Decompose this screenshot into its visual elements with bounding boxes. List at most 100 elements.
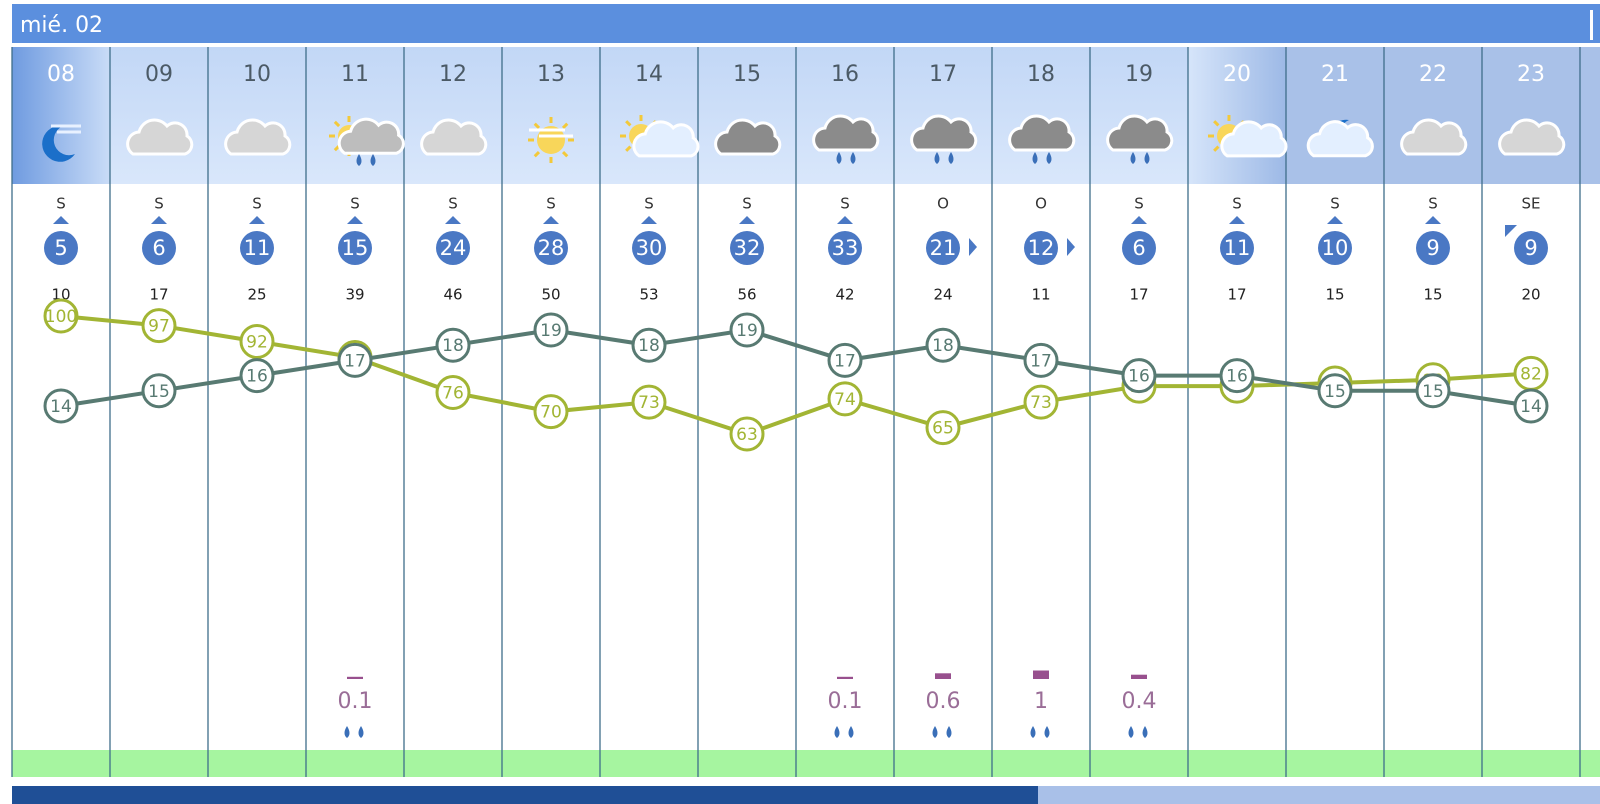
- wind-arrow: [1327, 216, 1343, 224]
- wind-direction: SE: [1522, 195, 1541, 213]
- cloud: [126, 118, 194, 156]
- rain-drop: [848, 726, 854, 738]
- hour-label: 16: [831, 62, 859, 87]
- wind-speed-marker: [1318, 231, 1352, 265]
- temperature-label: 14: [1520, 397, 1542, 417]
- sun-ray: [1213, 145, 1220, 152]
- hour-label: 12: [439, 62, 467, 87]
- moon: [42, 125, 75, 162]
- wind-speed: 5: [54, 236, 67, 260]
- sun: [537, 126, 565, 154]
- icon-cell: [1188, 47, 1286, 184]
- gust: 42: [835, 286, 854, 304]
- wind-direction: S: [154, 195, 164, 213]
- sun-ray: [625, 145, 632, 152]
- gust: 53: [639, 286, 658, 304]
- hour-label: 20: [1223, 62, 1251, 87]
- wind-arrow: [543, 216, 559, 224]
- sun-ray: [561, 150, 569, 158]
- wind-speed-marker: [240, 231, 274, 265]
- gust: 24: [933, 286, 952, 304]
- temperature-label: 17: [1030, 351, 1052, 371]
- gust: 15: [1325, 286, 1344, 304]
- scroll-thumb[interactable]: [12, 786, 1038, 804]
- hour-label: 22: [1419, 62, 1447, 87]
- wind-speed: 24: [440, 236, 467, 260]
- wind-arrow: [1131, 216, 1147, 224]
- humidity-point: [435, 375, 471, 411]
- wind-speed-marker: [632, 231, 666, 265]
- weather-icon: [420, 118, 488, 156]
- wind-direction: S: [840, 195, 850, 213]
- cloud: [224, 118, 292, 156]
- wind-speed-marker: [338, 231, 372, 265]
- sun-ray: [1213, 120, 1220, 127]
- weather-icon: [1498, 118, 1566, 156]
- wind-arrow: [1229, 216, 1245, 224]
- precip-bar: [837, 676, 853, 679]
- humidity-label: 70: [540, 403, 562, 423]
- temperature-label: 17: [834, 351, 856, 371]
- wind-direction: S: [644, 195, 654, 213]
- weather-icon: [126, 118, 194, 156]
- wind-arrow: [249, 216, 265, 224]
- temperature-point: [631, 327, 667, 363]
- cloud: [1106, 114, 1174, 152]
- wind-speed-marker: [926, 231, 960, 265]
- precip-value: 0.6: [926, 689, 961, 714]
- wind-speed-marker: [1122, 231, 1156, 265]
- humidity-label: 63: [736, 425, 758, 445]
- icon-cell: [1286, 47, 1384, 184]
- cloud: [420, 118, 488, 156]
- gust: 50: [541, 286, 560, 304]
- humidity-point: [239, 324, 275, 360]
- weather-icon: [42, 124, 81, 162]
- cloud: [812, 114, 880, 152]
- wind-direction: S: [742, 195, 752, 213]
- wind-arrow: [445, 216, 461, 224]
- gust: 46: [443, 286, 462, 304]
- temperature-label: 14: [50, 397, 72, 417]
- precip-icon: [1128, 726, 1148, 738]
- rain-drop: [850, 152, 856, 164]
- scroll-track[interactable]: [1038, 786, 1600, 804]
- temperature-point: [141, 373, 177, 409]
- rain-drop: [1046, 152, 1052, 164]
- humidity-point: [533, 394, 569, 430]
- hour-label: 17: [929, 62, 957, 87]
- wind-arrow: [1067, 238, 1075, 256]
- precip-icon: [834, 726, 854, 738]
- temperature-point: [729, 312, 765, 348]
- precip-value: 1: [1034, 689, 1048, 714]
- temperature-point: [435, 327, 471, 363]
- gust: 10: [51, 286, 70, 304]
- date-bar: [12, 4, 1600, 43]
- weather-icon: [1008, 114, 1076, 164]
- cloud: [1498, 118, 1566, 156]
- rain-drop: [932, 726, 938, 738]
- rain-drop: [1128, 726, 1134, 738]
- gust: 17: [1129, 286, 1148, 304]
- rain-drop: [370, 154, 376, 166]
- hour-label: 10: [243, 62, 271, 87]
- cloud: [1306, 120, 1374, 158]
- wind-speed-marker: [1220, 231, 1254, 265]
- rain-drop: [1130, 152, 1136, 164]
- bar-marker: [1590, 10, 1593, 40]
- humidity-label: 74: [834, 390, 856, 410]
- gust: 25: [247, 286, 266, 304]
- hour-label: 08: [47, 62, 75, 87]
- rain-drop: [1044, 726, 1050, 738]
- wind-speed: 6: [152, 236, 165, 260]
- icon-cell: [306, 47, 404, 184]
- haze: [529, 128, 573, 138]
- icon-cell: [404, 47, 502, 184]
- wind-direction: S: [1232, 195, 1242, 213]
- gust: 17: [1227, 286, 1246, 304]
- rain-drop: [1030, 726, 1036, 738]
- temperature-point: [1513, 388, 1549, 424]
- wind-arrow: [739, 216, 755, 224]
- hour-label: 19: [1125, 62, 1153, 87]
- rain-drop: [1142, 726, 1148, 738]
- temperature-label: 19: [540, 321, 562, 341]
